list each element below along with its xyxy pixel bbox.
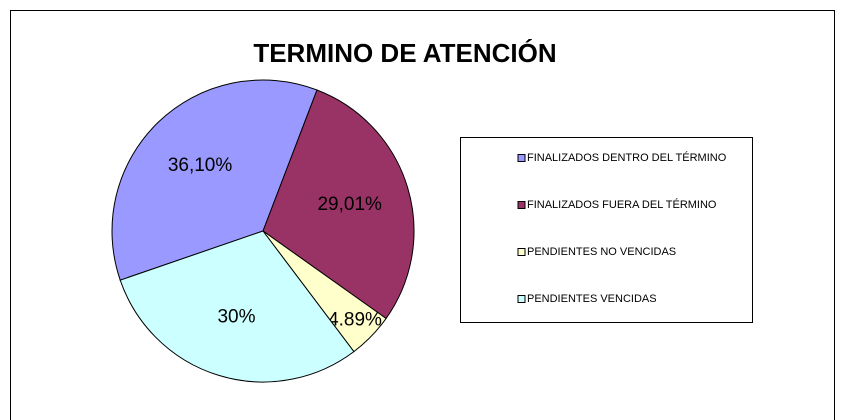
pie-slice (119, 230, 355, 383)
pie-slice (111, 79, 318, 281)
legend-text: FINALIZADOS FUERA DEL TÉRMINO (527, 198, 717, 211)
slice-label: 36,10% (168, 155, 233, 176)
legend-box (460, 137, 753, 323)
legend-text: FINALIZADOS DENTRO DEL TÉRMINO (527, 151, 727, 164)
legend-swatch (517, 154, 526, 162)
pie-slice (262, 89, 415, 320)
slice-label: 30% (217, 307, 255, 328)
legend-swatch (517, 248, 526, 256)
legend-swatch (517, 295, 526, 303)
chart-title: TERMINO DE ATENCIÓN (253, 38, 556, 68)
legend-text: PENDIENTES NO VENCIDAS (527, 246, 676, 258)
slice-label: 4.89% (328, 309, 382, 330)
legend-swatch (517, 201, 526, 209)
legend-text: PENDIENTES VENCIDAS (527, 293, 657, 305)
slice-label: 29,01% (317, 194, 382, 215)
